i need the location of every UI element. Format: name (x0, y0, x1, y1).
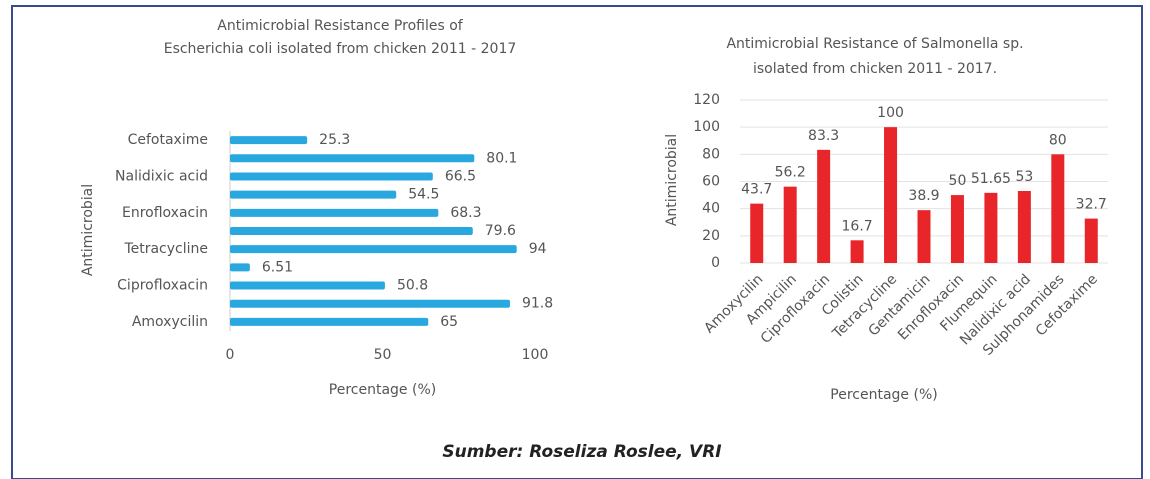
value-label: 65 (440, 314, 458, 330)
y-tick-label: Cefotaxime (128, 132, 208, 148)
bar (984, 192, 998, 263)
x-axis-label: Percentage (%) (329, 382, 436, 398)
y-tick-label: 40 (702, 201, 720, 217)
bar (230, 245, 517, 254)
value-label: 91.8 (522, 296, 553, 312)
value-label: 43.7 (741, 182, 772, 198)
x-tick-label: 50 (374, 347, 392, 363)
x-tick-label: 100 (522, 347, 549, 363)
value-label: 80 (1049, 132, 1067, 148)
value-label: 53 (1015, 169, 1033, 185)
bar (230, 136, 308, 145)
bar (1017, 191, 1031, 263)
bar (230, 281, 385, 290)
y-tick-label: Nalidixic acid (115, 168, 208, 184)
value-label: 56.2 (775, 165, 806, 181)
chart-title: isolated from chicken 2011 - 2017. (753, 61, 997, 77)
bar (750, 203, 764, 263)
bar (230, 263, 250, 272)
value-label: 32.7 (1076, 197, 1107, 213)
y-axis-label: Antimicrobial (80, 184, 96, 276)
bar (230, 190, 397, 199)
y-tick-label: 100 (693, 119, 720, 135)
value-label: 94 (529, 241, 547, 257)
y-tick-label: Ciprofloxacin (117, 278, 208, 294)
y-tick-label: 60 (702, 174, 720, 190)
bar (230, 227, 473, 235)
value-label: 79.6 (485, 223, 516, 239)
bar (884, 127, 898, 264)
bar (230, 154, 475, 163)
bar (230, 299, 510, 308)
caption: Sumber: Roseliza Roslee, VRI (442, 442, 721, 462)
y-tick-label: Enrofloxacin (122, 205, 208, 221)
y-tick-label: Tetracycline (123, 241, 208, 257)
bar (230, 208, 439, 217)
chart-title: Antimicrobial Resistance of Salmonella s… (726, 36, 1023, 52)
value-label: 80.1 (486, 150, 517, 166)
y-tick-label: 20 (702, 228, 720, 244)
value-label: 83.3 (808, 128, 839, 144)
value-label: 50 (949, 173, 967, 189)
value-label: 38.9 (908, 188, 939, 204)
bar (783, 186, 797, 263)
y-tick-label: 80 (702, 146, 720, 162)
x-axis-label: Percentage (%) (830, 387, 937, 403)
y-tick-label: Amoxycilin (132, 314, 208, 330)
value-label: 6.51 (262, 259, 293, 275)
bar (230, 172, 433, 181)
bar (1084, 218, 1098, 263)
y-tick-label: 120 (693, 92, 720, 108)
bar (917, 210, 931, 263)
y-axis-label: Antimicrobial (664, 134, 680, 226)
frame (11, 5, 1143, 479)
value-label: 54.5 (408, 187, 439, 203)
value-label: 50.8 (397, 278, 428, 294)
bar (1051, 154, 1065, 263)
x-tick-label: 0 (226, 347, 235, 363)
bar (850, 240, 864, 263)
value-label: 25.3 (319, 132, 350, 148)
value-label: 100 (877, 105, 904, 121)
bar (230, 317, 429, 326)
value-label: 68.3 (450, 205, 481, 221)
value-label: 66.5 (445, 168, 476, 184)
value-label: 16.7 (842, 218, 873, 234)
value-label: 51.65 (971, 171, 1011, 187)
chart-title: Escherichia coli isolated from chicken 2… (164, 41, 517, 57)
y-tick-label: 0 (711, 255, 720, 271)
chart-title: Antimicrobial Resistance Profiles of (217, 18, 463, 34)
bar (817, 149, 831, 263)
bar (950, 195, 964, 263)
